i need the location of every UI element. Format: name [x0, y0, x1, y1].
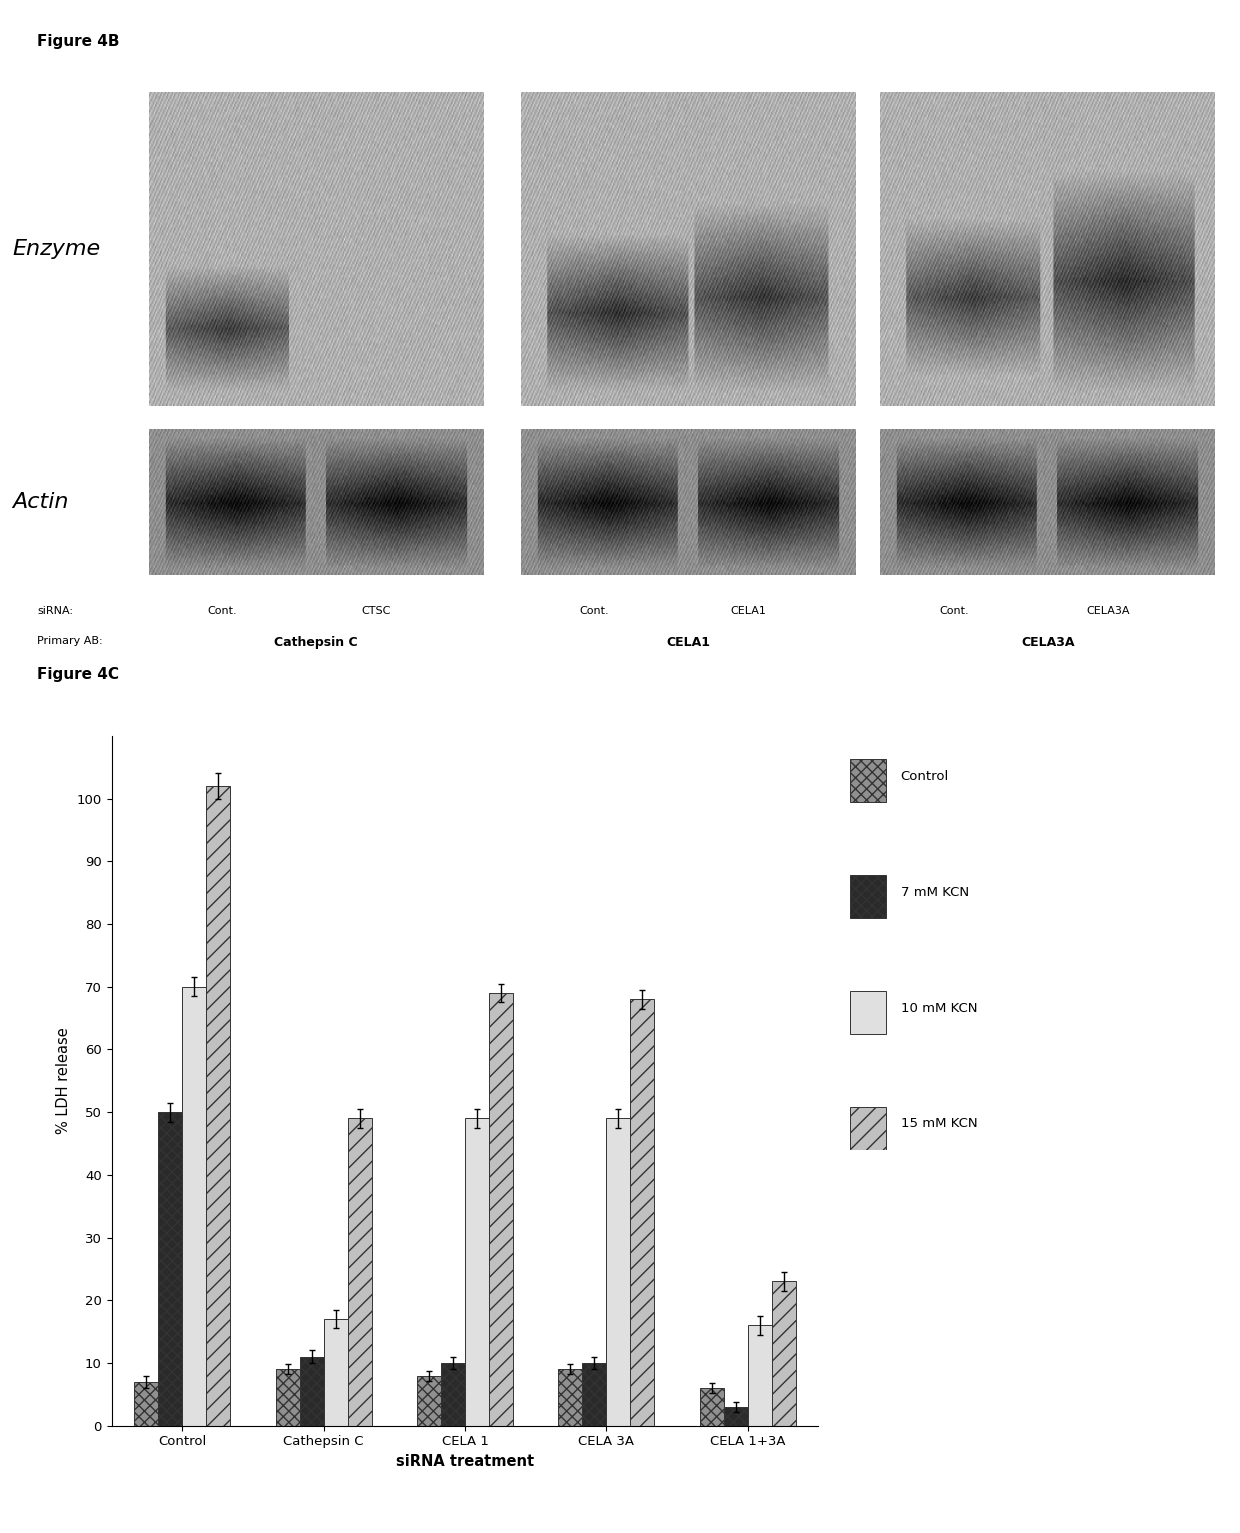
Text: Figure 4C: Figure 4C: [37, 667, 119, 682]
Text: Cathepsin C: Cathepsin C: [274, 636, 358, 648]
Bar: [851, 875, 887, 918]
Bar: [465, 1119, 489, 1426]
Bar: [182, 987, 206, 1426]
Bar: [417, 1375, 441, 1426]
Text: Cont.: Cont.: [579, 606, 609, 616]
Bar: [324, 1318, 347, 1426]
Bar: [851, 1107, 887, 1150]
Text: CTSC: CTSC: [362, 606, 391, 616]
Bar: [347, 1119, 372, 1426]
Text: CELA1: CELA1: [666, 636, 711, 648]
Text: CELA3A: CELA3A: [1021, 636, 1075, 648]
Text: CELA3A: CELA3A: [1086, 606, 1130, 616]
Bar: [206, 786, 231, 1426]
Text: Enzyme: Enzyme: [12, 239, 100, 259]
Bar: [558, 1369, 583, 1426]
Bar: [771, 1282, 796, 1426]
Text: Figure 4B: Figure 4B: [37, 34, 120, 49]
Text: Actin: Actin: [12, 492, 69, 512]
Bar: [275, 1369, 300, 1426]
X-axis label: siRNA treatment: siRNA treatment: [396, 1453, 534, 1469]
Bar: [134, 1381, 159, 1426]
Bar: [851, 990, 887, 1033]
Bar: [606, 1119, 630, 1426]
Bar: [441, 1363, 465, 1426]
Bar: [583, 1363, 606, 1426]
Text: 7 mM KCN: 7 mM KCN: [900, 886, 968, 898]
Text: 15 mM KCN: 15 mM KCN: [900, 1118, 977, 1130]
Bar: [630, 1000, 655, 1426]
Text: Control: Control: [900, 770, 949, 783]
Text: 10 mM KCN: 10 mM KCN: [900, 1001, 977, 1015]
Text: Primary AB:: Primary AB:: [37, 636, 103, 647]
Bar: [851, 759, 887, 802]
Bar: [699, 1387, 724, 1426]
Text: Cont.: Cont.: [207, 606, 237, 616]
Y-axis label: % LDH release: % LDH release: [56, 1027, 71, 1134]
Text: CELA1: CELA1: [730, 606, 766, 616]
Bar: [724, 1407, 748, 1426]
Bar: [159, 1111, 182, 1426]
Bar: [489, 993, 513, 1426]
Bar: [300, 1357, 324, 1426]
Text: Cont.: Cont.: [939, 606, 968, 616]
Text: siRNA:: siRNA:: [37, 606, 73, 616]
Bar: [748, 1326, 771, 1426]
